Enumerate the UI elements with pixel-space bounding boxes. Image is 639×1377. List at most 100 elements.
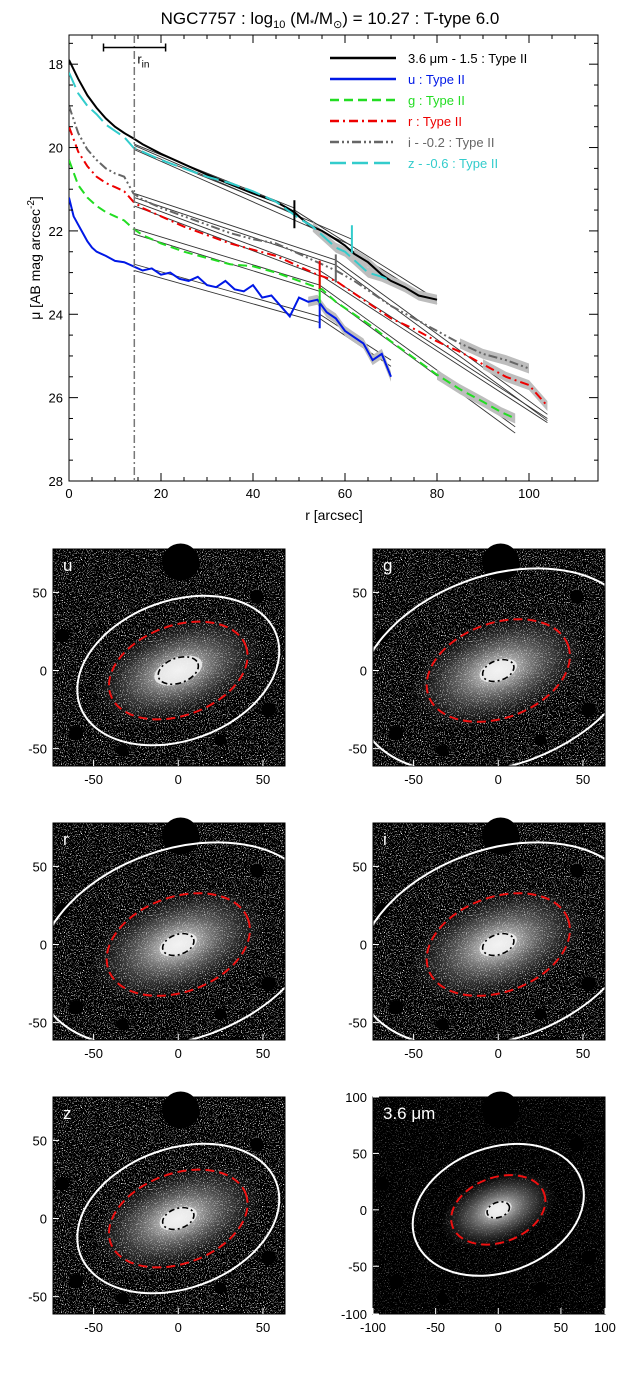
inner-ellipse <box>486 1200 511 1219</box>
panel-x-tick-label: -50 <box>404 772 423 787</box>
fit-line <box>134 263 320 317</box>
masked-source <box>581 976 596 991</box>
panel-x-tick-label: 50 <box>256 772 270 787</box>
legend-entry: g : Type II <box>408 93 465 108</box>
legend-entry: r : Type II <box>408 114 462 129</box>
masked-source <box>482 1091 520 1129</box>
image-panel: u -50 0 50 50 0 -50 <box>28 543 286 787</box>
panel-x-tick-label: -50 <box>84 1046 103 1061</box>
masked-source <box>250 863 265 878</box>
masked-source <box>581 702 596 717</box>
series-line <box>69 197 392 378</box>
panel-y-tick-label: 50 <box>33 859 47 874</box>
panel-frame <box>372 822 606 1041</box>
series-line <box>69 59 438 301</box>
legend-entry: 3.6 μm - 1.5 : Type II <box>408 51 527 66</box>
outer-ellipse <box>356 841 639 1048</box>
panel-x-tick-label: -100 <box>360 1320 386 1335</box>
image-panel: r -50 0 50 50 0 -50 <box>28 817 321 1061</box>
break-ellipse <box>107 620 249 721</box>
error-band <box>354 248 437 305</box>
legend-entry: z - -0.6 : Type II <box>408 156 498 171</box>
x-tick-label: 0 <box>65 486 72 501</box>
panel-y-tick-label: 0 <box>360 664 367 679</box>
galaxy-bulge <box>479 658 517 683</box>
panel-y-tick-label: 0 <box>360 938 367 953</box>
series-line <box>69 72 392 282</box>
panel-y-tick-label: 50 <box>33 1133 47 1148</box>
panel-y-tick-label: 50 <box>353 585 367 600</box>
masked-source <box>389 726 404 741</box>
legend-entry: u : Type II <box>408 72 465 87</box>
masked-source <box>116 745 129 757</box>
masked-source <box>570 1137 585 1152</box>
masked-source <box>69 1000 84 1015</box>
masked-source <box>250 589 265 604</box>
masked-source <box>436 745 449 757</box>
panel-band-label: i <box>383 830 387 849</box>
panel-band-label: r <box>63 830 69 849</box>
error-band <box>460 338 529 374</box>
panel-y-tick-label: 50 <box>353 859 367 874</box>
series-lines <box>69 59 549 420</box>
x-tick-label: 100 <box>518 486 540 501</box>
y-axis-label: μ [AB mag arcsec-2] <box>26 196 43 320</box>
fit-line <box>319 274 548 424</box>
x-axis-ticks: 0 20 40 60 80 100 <box>65 35 576 501</box>
masked-source <box>214 734 226 746</box>
masked-source <box>570 589 585 604</box>
panel-frame <box>52 822 286 1041</box>
image-panel: g -50 0 50 50 0 -50 <box>348 543 639 787</box>
y-axis-ticks: 18 20 22 24 26 28 <box>49 42 598 489</box>
break-ellipse <box>107 1168 249 1269</box>
y-tick-label: 26 <box>49 391 63 406</box>
panel-x-tick-label: 100 <box>594 1320 616 1335</box>
masked-source <box>534 734 546 746</box>
fit-lines <box>134 143 548 434</box>
break-ellipse <box>105 892 251 997</box>
masked-source <box>581 1250 596 1265</box>
fit-line <box>134 197 336 266</box>
profile-chart: NGC7757 : log10 (M*/M⊙) = 10.27 : T-type… <box>26 9 599 523</box>
panel-x-tick-label: 0 <box>175 772 182 787</box>
panel-y-tick-label: -50 <box>348 1259 367 1274</box>
x-tick-label: 20 <box>154 486 168 501</box>
r-in-marker: rin <box>102 35 167 481</box>
panel-frame <box>372 1096 606 1315</box>
fit-line <box>134 192 336 261</box>
masked-source <box>214 1008 226 1020</box>
break-ellipse <box>425 892 571 997</box>
galaxy-bulge <box>159 1206 197 1231</box>
masked-source <box>162 543 200 581</box>
masked-source <box>261 1250 276 1265</box>
r-in-symbol: r <box>137 52 142 67</box>
panel-x-tick-label: 50 <box>256 1046 270 1061</box>
outer-ellipse <box>76 594 281 747</box>
masked-source <box>436 1019 449 1031</box>
panel-x-tick-label: -50 <box>84 772 103 787</box>
masked-source <box>69 726 84 741</box>
panel-x-tick-label: 0 <box>495 1046 502 1061</box>
panel-band-label: z <box>63 1104 72 1123</box>
fit-line <box>335 259 548 415</box>
outer-ellipse <box>36 841 321 1048</box>
break-ellipse <box>450 1174 547 1246</box>
error-band <box>312 221 391 286</box>
masked-source <box>389 1274 404 1289</box>
panel-x-tick-label: 0 <box>495 1320 502 1335</box>
panel-y-tick-label: 0 <box>40 664 47 679</box>
panel-x-tick-label: -50 <box>84 1320 103 1335</box>
masked-source <box>162 1091 200 1129</box>
panel-x-tick-label: 50 <box>554 1320 568 1335</box>
galaxy-bulge <box>479 932 517 957</box>
masked-source <box>534 1008 546 1020</box>
x-tick-label: 80 <box>430 486 444 501</box>
error-band <box>308 294 391 382</box>
break-markers <box>293 200 353 329</box>
panel-band-label: 3.6 μm <box>383 1104 435 1123</box>
r-in-subscript: in <box>142 60 150 71</box>
panel-x-tick-label: 0 <box>175 1320 182 1335</box>
masked-source <box>534 1282 546 1294</box>
fit-line <box>134 201 320 271</box>
